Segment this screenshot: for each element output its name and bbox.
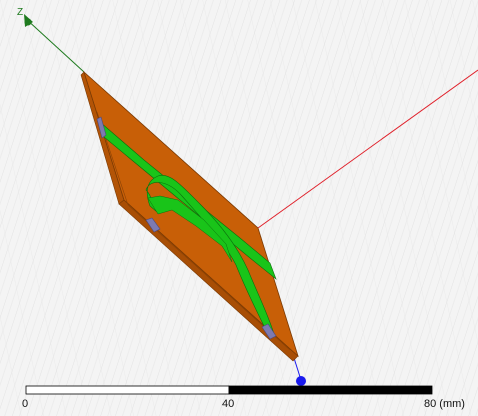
y-axis-origin-marker [296, 376, 306, 386]
z-axis-origin-marker [24, 18, 32, 26]
port-face-middle[interactable] [145, 217, 161, 233]
x-axis-line [257, 69, 478, 229]
port-face-top[interactable] [96, 116, 107, 139]
scale-bar-label-mid: 40 [222, 398, 235, 410]
microstrip-trace-lower[interactable] [147, 195, 233, 263]
port-face-bottom[interactable] [261, 323, 277, 340]
scale-bar [25, 385, 433, 395]
scale-bar-light-segment [25, 385, 230, 395]
scale-bar-label-start: 0 [22, 398, 29, 410]
scale-bar-label-end: 80 (mm) [424, 398, 465, 410]
substrate-inner-edge [96, 111, 291, 351]
z-axis-line [24, 17, 85, 73]
scale-bar-dark-segment [228, 385, 433, 395]
z-axis-label: Z [17, 7, 23, 18]
